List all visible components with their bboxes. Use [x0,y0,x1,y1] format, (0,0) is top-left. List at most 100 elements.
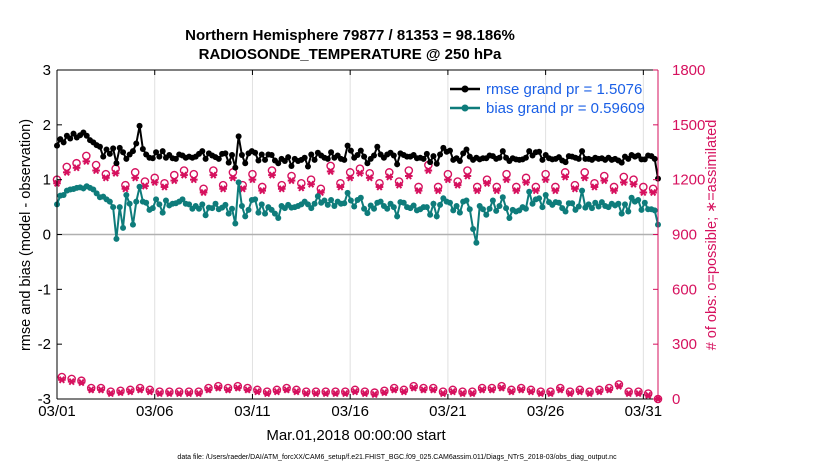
obs-assimilated-point [277,185,286,193]
obs-possible-point [248,169,257,179]
obs-star-stroke [376,183,383,191]
obs-assimilated-point [72,164,81,172]
legend-rmse-marker [461,85,469,93]
bias-point [110,204,117,211]
obs-star-stroke [562,173,569,181]
bias-point [618,210,625,217]
bias-point [222,201,229,208]
obs-assimilated-point [541,176,550,184]
obs-star-stroke [508,388,515,396]
obs-star-stroke [205,386,212,394]
obs-possible-point [130,168,140,177]
obs-star-stroke [347,174,354,182]
obs-assimilated-point [253,388,262,396]
bias-point [579,187,586,194]
rmse-point [522,154,529,161]
obs-star-stroke [190,176,197,184]
obs-assimilated-point [532,186,540,195]
obs-possible-point [350,385,360,395]
rmse-point [136,122,143,129]
bias-point [120,224,127,231]
obs-assimilated-point [444,176,452,184]
bias-point [321,197,328,204]
rmse-point [258,151,265,158]
obs-assimilated-point [380,388,389,397]
obs-star-stroke [298,184,305,192]
obs-assimilated-point [136,386,144,394]
obs-star-stroke [136,386,144,394]
rmse-point [420,155,427,162]
bias-point [113,235,120,242]
obs-assimilated-point [233,384,242,392]
bias-point [252,196,259,203]
obs-possible-point [428,383,438,393]
obs-assimilated-point [297,184,306,192]
obs-possible-point [125,385,135,395]
obs-assimilated-point [180,171,188,179]
obs-star-stroke [444,176,451,184]
obs-possible-point [213,381,223,391]
obs-assimilated-point [273,388,281,396]
obs-assimilated-point [527,388,535,396]
axes: 3 2 1 0 -1 -2 -3 1800 1500 1200 900 600 300 0 03/01 03/… [38,62,706,420]
rmse-bias-series [54,122,661,246]
obs-star-stroke [513,186,520,195]
bias-point [588,205,595,212]
obs-star-stroke [264,389,271,398]
rmse-point [463,146,470,153]
obs-assimilated-point [126,388,135,396]
rmse-point [539,156,546,163]
rmse-point [394,161,401,168]
obs-star-stroke [122,185,129,193]
obs-possible-point [326,161,335,171]
y-tick-label: 3 [43,62,51,79]
obs-assimilated-point [248,176,257,184]
obs-assimilated-point [116,388,125,397]
obs-assimilated-point [439,389,447,398]
obs-assimilated-point [546,389,555,398]
rmse-point [651,155,658,162]
obs-assimilated-point [331,389,340,398]
obs-assimilated-point [268,171,276,179]
rmse-point [67,135,74,142]
rmse-point [139,145,146,152]
obs-star-stroke [522,178,530,187]
bias-point [275,215,282,222]
rmse-point [526,148,533,155]
obs-possible-point [86,383,96,393]
obs-assimilated-point [571,185,579,193]
obs-star-stroke [97,386,105,394]
obs-star-stroke [469,389,476,398]
obs-possible-point [311,387,321,396]
obs-star-stroke [571,185,579,193]
obs-star-stroke [63,168,70,176]
y-right-tick-label: 1800 [672,62,705,79]
rmse-point [60,139,67,146]
bias-point [235,179,242,186]
obs-star-stroke [645,391,652,399]
obs-assimilated-point [229,174,237,182]
data-file-footnote: data file: /Users/raeder/DAI/ATM_forcXX/… [177,454,617,461]
rmse-point [423,150,430,157]
obs-star-stroke [273,388,280,396]
obs-possible-point [634,387,643,396]
obs-possible-point [546,387,555,396]
obs-assimilated-point [121,185,130,193]
rmse-point [133,140,140,147]
obs-star-stroke [68,377,75,386]
bias-point [162,197,169,204]
obs-possible-point [526,385,536,395]
obs-possible-point [458,387,467,396]
obs-star-stroke [244,386,251,394]
obs-assimilated-point [483,179,491,187]
obs-star-stroke [601,176,608,185]
y-right-tick-label: 1200 [672,172,705,189]
obs-star-stroke [439,389,447,398]
obs-star-stroke [479,386,486,394]
rmse-point [562,159,569,166]
bias-point [446,199,453,206]
obs-star-stroke [127,388,134,396]
rmse-point [433,160,440,167]
bias-point [209,205,216,212]
obs-possible-point [614,380,624,389]
